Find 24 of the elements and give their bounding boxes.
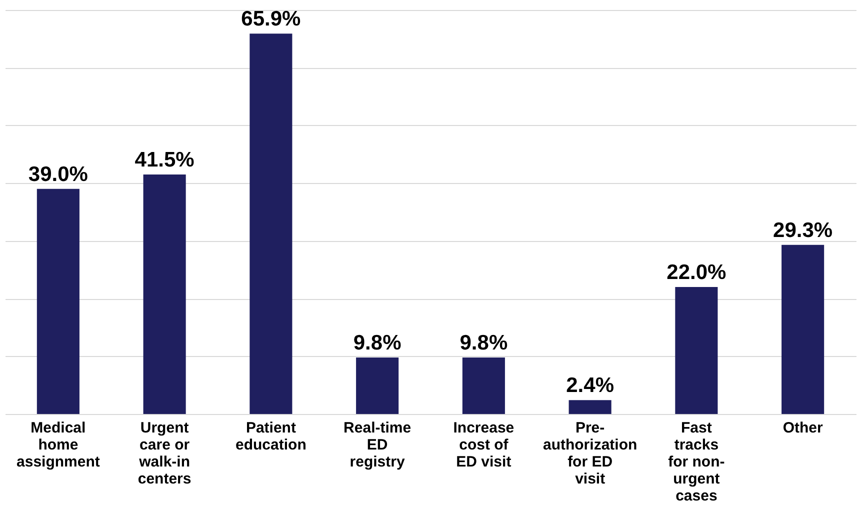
x-tick-label: Real-time ED registry <box>344 420 412 470</box>
data-label: 39.0% <box>28 162 88 186</box>
bar <box>462 357 505 414</box>
x-tick-label: Increase cost of ED visit <box>453 420 514 470</box>
x-tick-label: Medical home assignment <box>16 420 100 470</box>
x-tick-label: Fast tracks for non-urgent cases <box>668 420 725 504</box>
data-label: 29.3% <box>773 218 833 242</box>
data-label: 9.8% <box>460 331 508 354</box>
data-label: 41.5% <box>134 148 195 172</box>
data-label: 65.9% <box>241 8 302 31</box>
bar <box>356 357 399 414</box>
bar <box>36 188 80 414</box>
x-tick-label: Other <box>782 420 823 436</box>
data-label: 22.0% <box>666 261 727 284</box>
x-tick-label: Pre-authorization for ED visit <box>542 420 638 488</box>
bar <box>782 244 824 414</box>
bar <box>675 287 718 414</box>
x-tick-label: Patient education <box>236 420 306 454</box>
data-label: 9.8% <box>353 331 402 354</box>
bar <box>143 174 186 414</box>
x-tick-label: Urgent care or walk-in centers <box>138 420 192 488</box>
data-label: 2.4% <box>566 374 614 398</box>
bar <box>250 34 292 414</box>
bar <box>568 400 612 414</box>
